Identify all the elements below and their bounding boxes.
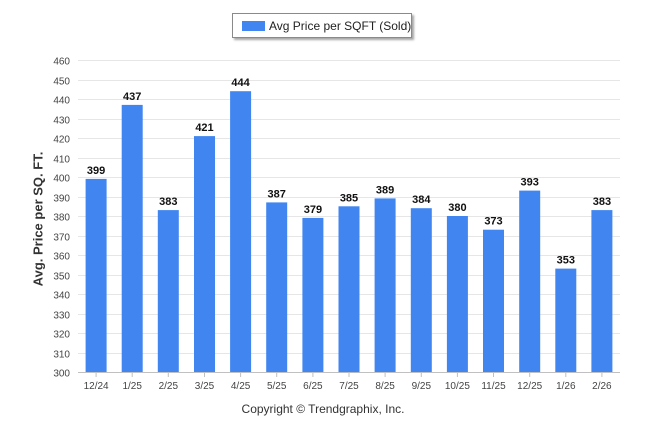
y-tick-label: 410 bbox=[53, 155, 70, 166]
data-label: 373 bbox=[484, 216, 502, 228]
data-label: 353 bbox=[557, 255, 575, 267]
bar bbox=[519, 190, 541, 372]
bar bbox=[302, 217, 324, 372]
bar bbox=[410, 208, 432, 372]
x-tick-label: 5/25 bbox=[267, 381, 287, 392]
data-label: 383 bbox=[593, 196, 611, 208]
data-label: 380 bbox=[448, 202, 466, 214]
data-label: 421 bbox=[195, 122, 213, 134]
y-tick-label: 320 bbox=[53, 330, 70, 341]
data-label: 389 bbox=[376, 184, 394, 196]
x-tick-label: 12/24 bbox=[84, 381, 109, 392]
y-tick-label: 440 bbox=[53, 96, 70, 107]
y-tick-label: 350 bbox=[53, 272, 70, 283]
y-tick-label: 310 bbox=[53, 350, 70, 361]
x-tick-label: 6/25 bbox=[303, 381, 323, 392]
data-label: 393 bbox=[521, 177, 539, 189]
data-label: 385 bbox=[340, 192, 358, 204]
x-tick-label: 9/25 bbox=[412, 381, 432, 392]
y-tick-label: 330 bbox=[53, 311, 70, 322]
x-tick-label: 2/25 bbox=[159, 381, 179, 392]
legend-label: Avg Price per SQFT (Sold) bbox=[269, 19, 412, 33]
x-tick-label: 12/25 bbox=[517, 381, 542, 392]
bar bbox=[121, 104, 143, 373]
bar bbox=[446, 216, 468, 372]
x-tick-label: 4/25 bbox=[231, 381, 251, 392]
data-label: 383 bbox=[159, 196, 177, 208]
bar bbox=[266, 202, 288, 372]
bar bbox=[483, 229, 504, 372]
x-tick-label: 1/25 bbox=[122, 381, 142, 392]
legend: Avg Price per SQFT (Sold) bbox=[232, 13, 412, 38]
y-tick-label: 430 bbox=[53, 116, 70, 127]
y-tick-label: 450 bbox=[53, 77, 70, 88]
bar bbox=[85, 178, 107, 372]
data-label: 384 bbox=[412, 194, 431, 206]
bar bbox=[157, 210, 179, 372]
x-tick-label: 1/26 bbox=[556, 381, 576, 392]
copyright-credit: Copyright © Trendgraphix, Inc. bbox=[241, 402, 405, 416]
legend-swatch bbox=[242, 21, 265, 31]
data-label: 399 bbox=[87, 165, 105, 177]
y-tick-label: 340 bbox=[53, 291, 70, 302]
bar bbox=[591, 210, 613, 372]
data-label: 379 bbox=[304, 204, 322, 216]
bar bbox=[338, 206, 360, 373]
y-tick-label: 370 bbox=[53, 233, 70, 244]
x-tick-label: 11/25 bbox=[481, 381, 506, 392]
y-tick-label: 400 bbox=[53, 174, 70, 185]
data-label: 437 bbox=[123, 91, 141, 103]
y-tick-label: 300 bbox=[53, 369, 70, 380]
x-tick-label: 10/25 bbox=[445, 381, 470, 392]
data-label: 387 bbox=[268, 188, 286, 200]
x-tick-label: 2/26 bbox=[592, 381, 612, 392]
x-tick-label: 7/25 bbox=[339, 381, 359, 392]
y-tick-label: 380 bbox=[53, 213, 70, 224]
x-tick-label: 3/25 bbox=[195, 381, 215, 392]
bar bbox=[230, 91, 252, 372]
bar bbox=[374, 198, 396, 372]
y-tick-label: 360 bbox=[53, 252, 70, 263]
y-tick-label: 420 bbox=[53, 135, 70, 146]
bar bbox=[555, 268, 577, 372]
bar bbox=[194, 136, 215, 372]
y-axis-label: Avg. Price per SQ. FT. bbox=[30, 151, 46, 287]
y-tick-label: 390 bbox=[53, 194, 70, 205]
x-tick-label: 8/25 bbox=[375, 381, 395, 392]
data-label: 444 bbox=[231, 77, 250, 89]
y-tick-label: 460 bbox=[53, 57, 70, 68]
